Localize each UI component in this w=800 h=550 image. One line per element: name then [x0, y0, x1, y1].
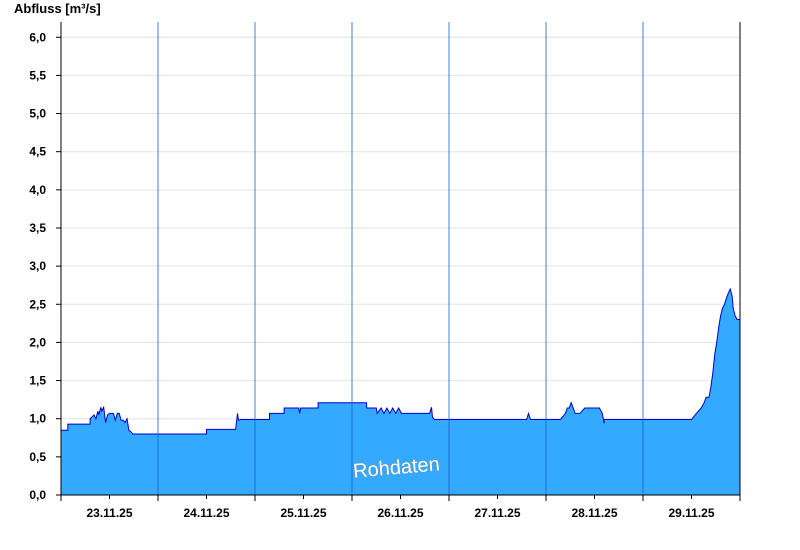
y-ticks: 0,0 0,5 1,0 1,5 2,0 2,5 3,0 3,5 4,0 4,5 5,0 5,5 6,0 [29, 30, 61, 502]
y-tick-label-9: 4,5 [29, 145, 46, 159]
y-tick-label-0: 0,0 [29, 488, 46, 502]
day-boundaries [157, 22, 644, 495]
y-axis-label: Abfluss [m³/s] [14, 1, 101, 16]
x-tick-label-5: 28.11.25 [571, 506, 617, 520]
x-tick-label-4: 27.11.25 [474, 506, 520, 520]
y-tick-label-12: 6,0 [29, 30, 46, 44]
x-tick-label-3: 26.11.25 [377, 506, 423, 520]
data-area [61, 287, 740, 495]
y-tick-label-6: 3,0 [29, 259, 46, 273]
y-tick-label-2: 1,0 [29, 412, 46, 426]
y-tick-label-3: 1,5 [29, 374, 46, 388]
x-ticks: 23.11.25 24.11.25 25.11.25 26.11.25 27.11.25… [60, 495, 741, 520]
series-line [61, 287, 740, 435]
y-tick-label-10: 5,0 [29, 107, 46, 121]
y-tick-label-8: 4,0 [29, 183, 46, 197]
x-tick-label-0: 23.11.25 [86, 506, 132, 520]
gridlines [61, 36, 740, 458]
y-tick-label-5: 2,5 [29, 297, 46, 311]
x-tick-label-6: 29.11.25 [668, 506, 714, 520]
series-area-fill [61, 289, 740, 495]
y-tick-label-1: 0,5 [29, 450, 46, 464]
x-tick-label-2: 25.11.25 [280, 506, 326, 520]
y-tick-label-4: 2,0 [29, 335, 46, 349]
x-tick-label-1: 24.11.25 [183, 506, 229, 520]
y-tick-label-7: 3,5 [29, 221, 46, 235]
y-tick-label-11: 5,5 [29, 68, 46, 82]
